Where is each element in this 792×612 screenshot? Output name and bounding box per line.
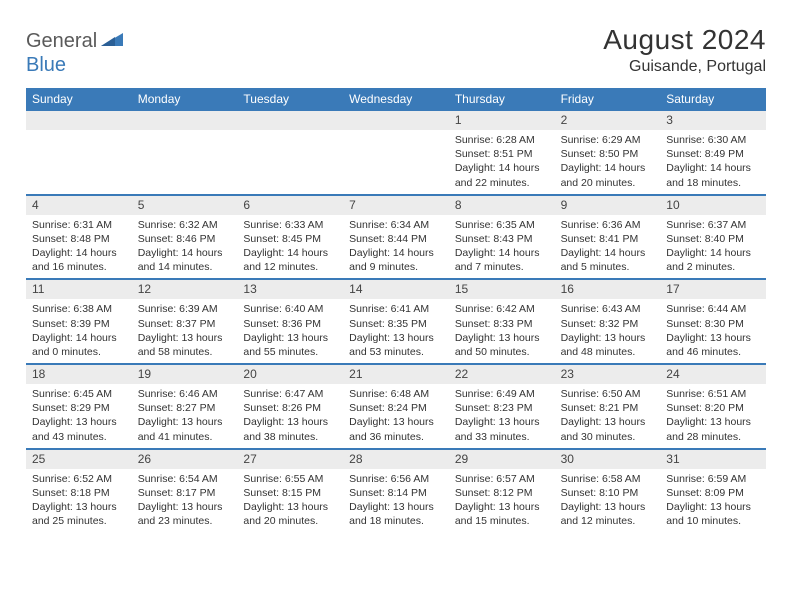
day-number: 7 bbox=[343, 196, 449, 215]
day-number: 17 bbox=[660, 280, 766, 299]
day-number: 20 bbox=[237, 365, 343, 384]
week-info-row: Sunrise: 6:52 AMSunset: 8:18 PMDaylight:… bbox=[26, 469, 766, 533]
weekday-header: Thursday bbox=[449, 88, 555, 111]
day-number: 10 bbox=[660, 196, 766, 215]
week-daynum-row: 25262728293031 bbox=[26, 448, 766, 469]
day-info: Sunrise: 6:31 AMSunset: 8:48 PMDaylight:… bbox=[26, 215, 132, 279]
calendar: SundayMondayTuesdayWednesdayThursdayFrid… bbox=[26, 88, 766, 532]
week-info-row: Sunrise: 6:45 AMSunset: 8:29 PMDaylight:… bbox=[26, 384, 766, 448]
day-info: Sunrise: 6:48 AMSunset: 8:24 PMDaylight:… bbox=[343, 384, 449, 448]
day-number bbox=[132, 111, 238, 130]
logo: General bbox=[26, 30, 125, 53]
day-number bbox=[237, 111, 343, 130]
day-info: Sunrise: 6:45 AMSunset: 8:29 PMDaylight:… bbox=[26, 384, 132, 448]
day-info: Sunrise: 6:50 AMSunset: 8:21 PMDaylight:… bbox=[555, 384, 661, 448]
day-info: Sunrise: 6:37 AMSunset: 8:40 PMDaylight:… bbox=[660, 215, 766, 279]
day-number: 28 bbox=[343, 450, 449, 469]
weekday-header: Monday bbox=[132, 88, 238, 111]
logo-text-general: General bbox=[26, 30, 97, 53]
week-info-row: Sunrise: 6:31 AMSunset: 8:48 PMDaylight:… bbox=[26, 215, 766, 279]
day-info: Sunrise: 6:35 AMSunset: 8:43 PMDaylight:… bbox=[449, 215, 555, 279]
day-info: Sunrise: 6:49 AMSunset: 8:23 PMDaylight:… bbox=[449, 384, 555, 448]
day-info: Sunrise: 6:28 AMSunset: 8:51 PMDaylight:… bbox=[449, 130, 555, 194]
day-info: Sunrise: 6:52 AMSunset: 8:18 PMDaylight:… bbox=[26, 469, 132, 533]
day-info bbox=[343, 130, 449, 194]
day-number: 30 bbox=[555, 450, 661, 469]
logo-text-blue: Blue bbox=[26, 54, 66, 76]
day-number: 25 bbox=[26, 450, 132, 469]
day-number: 1 bbox=[449, 111, 555, 130]
day-info: Sunrise: 6:29 AMSunset: 8:50 PMDaylight:… bbox=[555, 130, 661, 194]
location: Guisande, Portugal bbox=[603, 58, 766, 76]
weekday-header: Tuesday bbox=[237, 88, 343, 111]
weekday-header: Sunday bbox=[26, 88, 132, 111]
week-info-row: Sunrise: 6:28 AMSunset: 8:51 PMDaylight:… bbox=[26, 130, 766, 194]
day-number: 4 bbox=[26, 196, 132, 215]
day-info: Sunrise: 6:47 AMSunset: 8:26 PMDaylight:… bbox=[237, 384, 343, 448]
week-daynum-row: 123 bbox=[26, 111, 766, 130]
week-daynum-row: 45678910 bbox=[26, 194, 766, 215]
page-title: August 2024 bbox=[603, 24, 766, 56]
day-info bbox=[26, 130, 132, 194]
day-number: 29 bbox=[449, 450, 555, 469]
day-number: 11 bbox=[26, 280, 132, 299]
day-number: 9 bbox=[555, 196, 661, 215]
day-number: 12 bbox=[132, 280, 238, 299]
day-info: Sunrise: 6:54 AMSunset: 8:17 PMDaylight:… bbox=[132, 469, 238, 533]
day-info: Sunrise: 6:58 AMSunset: 8:10 PMDaylight:… bbox=[555, 469, 661, 533]
day-number: 24 bbox=[660, 365, 766, 384]
logo-triangle-icon bbox=[101, 30, 123, 51]
day-number: 31 bbox=[660, 450, 766, 469]
day-number: 6 bbox=[237, 196, 343, 215]
day-info: Sunrise: 6:56 AMSunset: 8:14 PMDaylight:… bbox=[343, 469, 449, 533]
day-info: Sunrise: 6:34 AMSunset: 8:44 PMDaylight:… bbox=[343, 215, 449, 279]
day-info: Sunrise: 6:39 AMSunset: 8:37 PMDaylight:… bbox=[132, 299, 238, 363]
day-number: 14 bbox=[343, 280, 449, 299]
day-number: 27 bbox=[237, 450, 343, 469]
week-daynum-row: 11121314151617 bbox=[26, 278, 766, 299]
day-number: 19 bbox=[132, 365, 238, 384]
day-number: 2 bbox=[555, 111, 661, 130]
day-info: Sunrise: 6:42 AMSunset: 8:33 PMDaylight:… bbox=[449, 299, 555, 363]
day-number: 23 bbox=[555, 365, 661, 384]
day-number: 15 bbox=[449, 280, 555, 299]
week-daynum-row: 18192021222324 bbox=[26, 363, 766, 384]
day-info bbox=[237, 130, 343, 194]
day-info: Sunrise: 6:38 AMSunset: 8:39 PMDaylight:… bbox=[26, 299, 132, 363]
week-info-row: Sunrise: 6:38 AMSunset: 8:39 PMDaylight:… bbox=[26, 299, 766, 363]
day-info: Sunrise: 6:33 AMSunset: 8:45 PMDaylight:… bbox=[237, 215, 343, 279]
day-info: Sunrise: 6:57 AMSunset: 8:12 PMDaylight:… bbox=[449, 469, 555, 533]
day-info: Sunrise: 6:30 AMSunset: 8:49 PMDaylight:… bbox=[660, 130, 766, 194]
weekday-header: Friday bbox=[555, 88, 661, 111]
day-info: Sunrise: 6:46 AMSunset: 8:27 PMDaylight:… bbox=[132, 384, 238, 448]
day-number bbox=[26, 111, 132, 130]
day-number: 16 bbox=[555, 280, 661, 299]
day-info: Sunrise: 6:36 AMSunset: 8:41 PMDaylight:… bbox=[555, 215, 661, 279]
day-info: Sunrise: 6:59 AMSunset: 8:09 PMDaylight:… bbox=[660, 469, 766, 533]
day-info: Sunrise: 6:43 AMSunset: 8:32 PMDaylight:… bbox=[555, 299, 661, 363]
day-number: 22 bbox=[449, 365, 555, 384]
day-number: 26 bbox=[132, 450, 238, 469]
day-info: Sunrise: 6:40 AMSunset: 8:36 PMDaylight:… bbox=[237, 299, 343, 363]
day-number: 13 bbox=[237, 280, 343, 299]
title-block: August 2024 Guisande, Portugal bbox=[603, 24, 766, 76]
day-info: Sunrise: 6:55 AMSunset: 8:15 PMDaylight:… bbox=[237, 469, 343, 533]
weekday-header: Wednesday bbox=[343, 88, 449, 111]
header: General August 2024 Guisande, Portugal bbox=[26, 24, 766, 76]
day-info bbox=[132, 130, 238, 194]
day-info: Sunrise: 6:41 AMSunset: 8:35 PMDaylight:… bbox=[343, 299, 449, 363]
day-info: Sunrise: 6:51 AMSunset: 8:20 PMDaylight:… bbox=[660, 384, 766, 448]
day-info: Sunrise: 6:32 AMSunset: 8:46 PMDaylight:… bbox=[132, 215, 238, 279]
day-number: 5 bbox=[132, 196, 238, 215]
day-number: 18 bbox=[26, 365, 132, 384]
day-number: 21 bbox=[343, 365, 449, 384]
day-number bbox=[343, 111, 449, 130]
weekday-header-row: SundayMondayTuesdayWednesdayThursdayFrid… bbox=[26, 88, 766, 111]
day-number: 3 bbox=[660, 111, 766, 130]
day-info: Sunrise: 6:44 AMSunset: 8:30 PMDaylight:… bbox=[660, 299, 766, 363]
weekday-header: Saturday bbox=[660, 88, 766, 111]
day-number: 8 bbox=[449, 196, 555, 215]
